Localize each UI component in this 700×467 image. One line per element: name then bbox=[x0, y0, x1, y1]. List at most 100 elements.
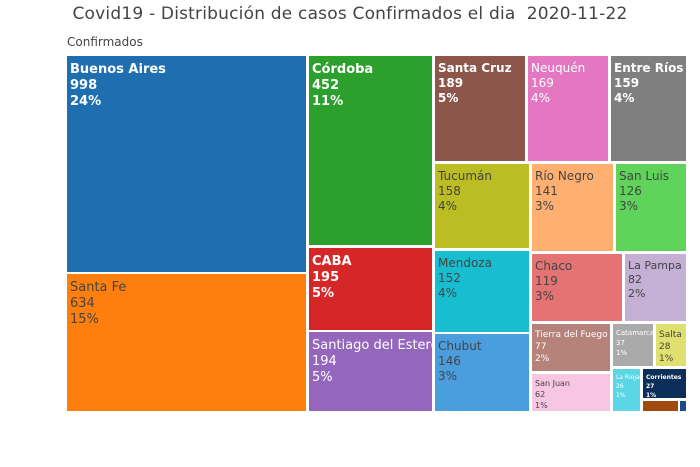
treemap-tile-pct: 1% bbox=[535, 401, 548, 410]
treemap-tile-value: 169 bbox=[531, 76, 554, 90]
treemap-tile-rect[interactable] bbox=[67, 56, 306, 272]
treemap-tile-pct: 5% bbox=[312, 286, 334, 301]
treemap-tile-name: Catamarca bbox=[616, 329, 654, 337]
treemap-tile-value: 452 bbox=[312, 78, 339, 93]
treemap-tile-rect[interactable] bbox=[532, 374, 610, 411]
chart-title: Covid19 - Distribución de casos Confirma… bbox=[72, 4, 628, 24]
treemap-tile-rect[interactable] bbox=[643, 401, 678, 411]
treemap-tile-name: Chaco bbox=[535, 259, 572, 273]
treemap-tile-rect[interactable] bbox=[435, 56, 525, 161]
treemap-tile-rect[interactable] bbox=[435, 164, 529, 248]
treemap-tile-rect[interactable] bbox=[613, 324, 653, 366]
treemap-tile-value: 126 bbox=[619, 184, 642, 198]
treemap-tile-rect[interactable] bbox=[435, 334, 529, 411]
treemap-tile-pct: 3% bbox=[535, 199, 554, 213]
treemap-tile-pct: 4% bbox=[438, 199, 457, 213]
treemap-tile-value: 152 bbox=[438, 271, 461, 285]
treemap-tile-rect[interactable] bbox=[625, 254, 686, 321]
treemap-tile-pct: 3% bbox=[438, 369, 457, 383]
treemap-tile-catamarca[interactable]: Catamarca 37 1% bbox=[613, 324, 654, 366]
treemap-tile-name: Mendoza bbox=[438, 256, 492, 270]
treemap-tile-value: 141 bbox=[535, 184, 558, 198]
treemap-tile-value: 26 bbox=[616, 383, 624, 390]
treemap-tile-value: 119 bbox=[535, 274, 558, 288]
treemap-tile-name: Entre Ríos bbox=[614, 61, 683, 75]
treemap-tile-rect[interactable] bbox=[309, 332, 432, 411]
treemap-tile-name: San Luis bbox=[619, 169, 669, 183]
treemap-tile-value: 195 bbox=[312, 270, 339, 285]
treemap-tile-corrientes[interactable]: Corrientes 27 1% bbox=[643, 369, 686, 399]
treemap-tile-name: Tierra del Fuego bbox=[534, 330, 608, 340]
treemap-tile-pct: 4% bbox=[614, 91, 634, 105]
treemap-tile-name: Neuquén bbox=[531, 61, 585, 75]
treemap-tile-name: CABA bbox=[312, 254, 352, 269]
treemap-tile-name: Salta bbox=[659, 330, 682, 340]
treemap-tile-pct: 11% bbox=[312, 94, 343, 109]
treemap-tile-rect[interactable] bbox=[532, 324, 610, 371]
treemap-tile-rect[interactable] bbox=[309, 248, 432, 330]
treemap-tile-name: Santa Fe bbox=[70, 280, 126, 295]
treemap-tile-name: Buenos Aires bbox=[70, 62, 166, 77]
treemap-tile-value: 28 bbox=[659, 342, 671, 352]
treemap-tile-value: 82 bbox=[628, 273, 642, 286]
treemap-tile-name: Córdoba bbox=[312, 62, 373, 77]
treemap-tile-value: 189 bbox=[438, 76, 463, 90]
treemap-tile-pct: 15% bbox=[70, 312, 99, 327]
treemap-tile-name: Santa Cruz bbox=[438, 61, 512, 75]
treemap-tile-pct: 4% bbox=[531, 91, 550, 105]
treemap-tile-rect[interactable] bbox=[67, 274, 306, 411]
treemap-tile-rect[interactable] bbox=[528, 56, 608, 161]
treemap-tile-san-juan[interactable]: San Juan 62 1% bbox=[532, 374, 610, 411]
treemap-tile-name: Santiago del Estero bbox=[312, 338, 439, 353]
treemap-tile-pct: 3% bbox=[619, 199, 638, 213]
treemap-tile-value: 159 bbox=[614, 76, 639, 90]
treemap-tile-rect[interactable] bbox=[611, 56, 686, 161]
treemap-tile-salta[interactable]: Salta 28 1% bbox=[656, 324, 686, 366]
treemap-tile-tierra-del-fuego[interactable]: Tierra del Fuego 77 2% bbox=[532, 324, 610, 371]
treemap-tile-value: 634 bbox=[70, 296, 95, 311]
treemap-tile-la-rioja[interactable]: La Rioja 26 1% bbox=[613, 369, 640, 411]
treemap-tile-pct: 2% bbox=[628, 287, 645, 300]
treemap-tile-name: San Juan bbox=[535, 379, 570, 388]
treemap-tile-value: 27 bbox=[646, 383, 654, 390]
treemap-tile-pct: 24% bbox=[70, 94, 101, 109]
treemap-tile-rect[interactable] bbox=[435, 251, 529, 332]
treemap-tile-rect[interactable] bbox=[532, 254, 622, 321]
treemap-tile-value: 146 bbox=[438, 354, 461, 368]
treemap-tile-value: 194 bbox=[312, 354, 337, 369]
treemap-tile-rect[interactable] bbox=[613, 369, 640, 411]
treemap-tile-name: Chubut bbox=[438, 339, 482, 353]
treemap-tile-pct: 3% bbox=[535, 289, 554, 303]
treemap-tile-rect[interactable] bbox=[680, 401, 686, 411]
treemap-tile-pct: 1% bbox=[659, 354, 674, 364]
treemap-tile-pct: 5% bbox=[438, 91, 458, 105]
treemap-tile-rect[interactable] bbox=[643, 369, 686, 398]
treemap-tile-name: La Rioja bbox=[616, 374, 640, 381]
treemap-tile-unlabeled-21[interactable] bbox=[643, 401, 678, 411]
treemap-tile-value: 998 bbox=[70, 78, 97, 93]
treemap-tile-unlabeled-22[interactable] bbox=[680, 401, 686, 411]
treemap-tile-pct: 5% bbox=[312, 370, 333, 385]
treemap-tile-rect[interactable] bbox=[309, 56, 432, 245]
treemap-tile-rect[interactable] bbox=[532, 164, 613, 251]
treemap-tile-rect[interactable] bbox=[616, 164, 686, 251]
treemap-tile-rect[interactable] bbox=[656, 324, 686, 366]
treemap-tile-pct: 4% bbox=[438, 286, 457, 300]
treemap-tile-pct: 2% bbox=[535, 354, 550, 364]
